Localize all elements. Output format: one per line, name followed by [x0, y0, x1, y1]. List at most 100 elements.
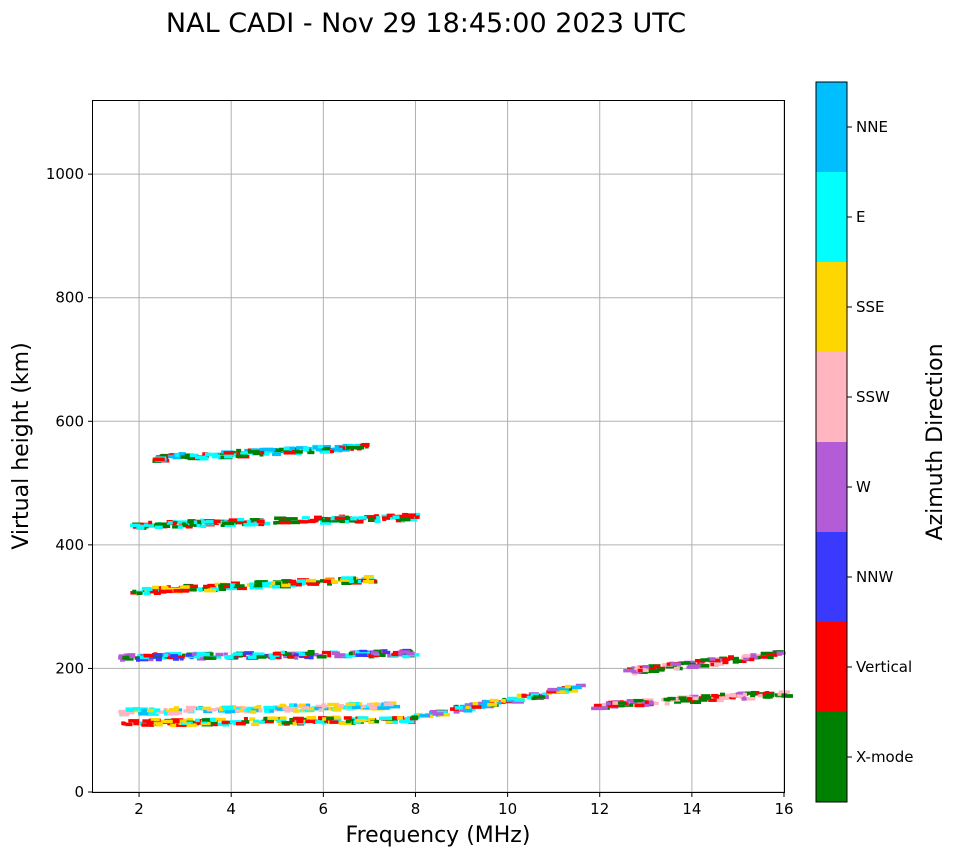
echo-point [268, 709, 274, 713]
echo-point [414, 515, 420, 519]
echo-point [272, 452, 282, 457]
echo-point [391, 652, 402, 657]
echo-point [341, 581, 352, 585]
y-tick-label: 400 [55, 536, 84, 554]
echo-point [693, 700, 701, 704]
echo-point [228, 518, 241, 522]
echo-point [195, 718, 200, 723]
echo-point [385, 719, 393, 724]
echo-point [185, 653, 194, 657]
echo-point [249, 582, 255, 586]
echo-point [240, 708, 245, 713]
echo-point [396, 716, 403, 720]
echo-point [711, 693, 719, 698]
echo-point [680, 699, 693, 703]
colorbar: X-mode Vertical NNW W SSW SSE E NNE [815, 81, 913, 803]
echo-point [185, 525, 193, 529]
echo-point [288, 520, 301, 525]
echo-point [348, 651, 353, 656]
echo-point [280, 650, 285, 655]
echo-point [736, 694, 744, 698]
echo-point [353, 579, 358, 584]
echo-point [331, 651, 340, 655]
echo-point [155, 722, 163, 727]
echo-point [437, 713, 450, 717]
x-tick-label: 10 [498, 800, 517, 818]
echo-point [319, 446, 331, 451]
colorbar-segment [816, 172, 847, 262]
echo-point [243, 717, 248, 721]
echo-point [526, 695, 535, 700]
echo-point [283, 446, 290, 451]
colorbar-segment [816, 622, 847, 712]
echo-point [147, 589, 158, 593]
echo-point [148, 520, 153, 525]
echo-point [173, 706, 179, 710]
echo-point [312, 445, 318, 450]
echo-point [250, 710, 257, 714]
echo-point [141, 723, 154, 727]
echo-point [359, 704, 367, 709]
echo-point [343, 716, 352, 720]
x-tick-label: 14 [682, 800, 701, 818]
echo-point [555, 689, 568, 694]
echo-point [243, 523, 256, 527]
echo-point [205, 520, 214, 524]
echo-point [136, 526, 145, 530]
echo-point [213, 519, 221, 524]
echo-point [214, 587, 226, 592]
echo-point [153, 591, 161, 596]
echo-point [141, 708, 151, 713]
echo-point [294, 656, 299, 660]
echo-point [368, 720, 375, 725]
echo-point [642, 665, 650, 669]
echo-point [249, 518, 260, 522]
echo-point [180, 721, 193, 726]
echo-point [236, 448, 242, 453]
echo-point [138, 657, 149, 662]
echo-point [215, 717, 226, 722]
echo-point [176, 587, 187, 591]
echo-point [322, 717, 327, 721]
echo-point [162, 586, 169, 590]
echo-point [207, 583, 217, 588]
echo-point [757, 693, 763, 698]
echo-point [252, 719, 259, 724]
echo-point [759, 655, 771, 659]
echo-point [187, 588, 197, 592]
echo-point [186, 717, 193, 722]
echo-point [178, 452, 186, 456]
echo-point [689, 694, 699, 699]
echo-point [479, 703, 491, 708]
echo-point [245, 708, 251, 712]
echo-point [608, 700, 615, 705]
echo-point [163, 653, 168, 658]
echo-point [165, 709, 176, 714]
echo-point [284, 709, 291, 713]
echo-point [471, 705, 482, 709]
echo-point [222, 521, 235, 526]
echo-point [200, 706, 211, 711]
echo-point [327, 582, 333, 586]
echo-point [618, 703, 625, 708]
echo-point [413, 713, 418, 717]
echo-point [278, 722, 283, 726]
echo-point [262, 521, 271, 526]
echo-point [315, 580, 321, 584]
echo-point [130, 523, 142, 528]
echo-point [564, 684, 571, 689]
echo-point [166, 585, 171, 589]
echo-point [750, 653, 757, 657]
echo-point [392, 515, 400, 519]
echo-point [139, 655, 149, 660]
echo-point [346, 445, 359, 450]
echo-point [152, 457, 165, 462]
echo-point [275, 581, 282, 585]
echo-point [200, 518, 205, 523]
echo-point [345, 702, 356, 707]
echo-point [144, 591, 150, 595]
echo-point [200, 524, 207, 528]
echo-point [643, 667, 656, 671]
x-tick-label: 2 [134, 800, 144, 818]
echo-point [171, 651, 182, 656]
